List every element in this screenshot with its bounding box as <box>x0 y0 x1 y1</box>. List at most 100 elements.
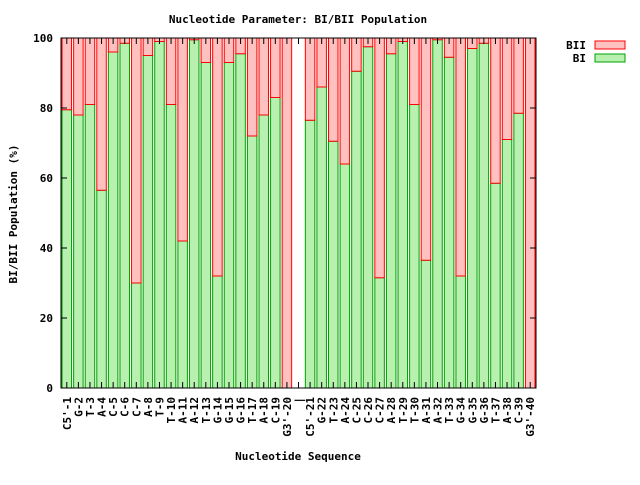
x-tick-label: A-28 <box>385 397 398 424</box>
bar-bii-A-18 <box>258 37 269 116</box>
x-axis-label: Nucleotide Sequence <box>235 450 361 463</box>
bar-bi-G-22 <box>316 86 327 389</box>
bar-bii-G-22 <box>316 37 327 88</box>
x-tick-label: C-26 <box>362 397 375 424</box>
x-tick-group: C5'-1G-2T-3A-4C-5C-6C-7A-8T-9T-10A-11A-1… <box>61 38 537 437</box>
bar-bii-G-14 <box>212 37 223 277</box>
bar-bii-C-39 <box>513 37 524 114</box>
bar-bii-C5'-1 <box>61 37 73 111</box>
bar-bi-A-32 <box>432 39 443 389</box>
x-tick-label: G-35 <box>466 397 479 424</box>
bar-bi-A-11 <box>177 240 188 389</box>
y-tick-group: 0 20 40 60 80 100 <box>33 32 536 395</box>
x-tick-label: G-22 <box>316 397 329 424</box>
bar-bi-A-28 <box>385 53 397 389</box>
bar-bi-C-26 <box>362 46 374 389</box>
bar-bii-A-31 <box>420 37 432 261</box>
bar-bi-A-18 <box>258 114 269 389</box>
y-tick-label: 40 <box>40 242 53 255</box>
x-tick-label: C-6 <box>119 397 132 417</box>
bar-bii-A-24 <box>339 37 351 165</box>
chart-title: Nucleotide Parameter: BI/BII Population <box>169 13 427 26</box>
bar-bi-T-3 <box>84 104 96 389</box>
bar-bi-A-24 <box>339 163 351 389</box>
bar-bii-G3'-40 <box>524 37 536 389</box>
x-tick-label: C5'-1 <box>61 397 74 430</box>
bar-bii-T-37 <box>490 37 501 184</box>
bar-bi-C-39 <box>513 112 524 389</box>
x-tick-label: C-27 <box>374 397 387 424</box>
x-tick-label: C-19 <box>269 397 282 424</box>
bar-bi-T-13 <box>200 62 212 389</box>
bar-bii-T-10 <box>165 37 177 105</box>
y-tick-label: 100 <box>33 32 53 45</box>
x-tick-label: A-31 <box>420 397 433 424</box>
bar-bi-T-23 <box>328 140 339 389</box>
bar-bii-C5'-21 <box>304 37 316 121</box>
x-tick-label: G-34 <box>455 397 468 424</box>
y-axis-label: BI/BII Population (%) <box>7 144 20 283</box>
y-tick-label: 0 <box>46 382 53 395</box>
bar-bii-C-7 <box>131 37 142 284</box>
legend-swatch-bii <box>594 40 626 50</box>
x-tick-label: C-7 <box>130 397 143 417</box>
x-tick-label: C5'-21 <box>304 397 317 437</box>
bar-bi-T-10 <box>165 104 177 389</box>
x-tick-label: | <box>293 397 306 404</box>
x-tick-label: T-9 <box>153 397 166 417</box>
y-tick-label: 80 <box>40 102 53 115</box>
x-tick-label: G3'-20 <box>281 397 294 437</box>
x-tick-label: A-24 <box>339 397 352 424</box>
bar-bii-T-30 <box>409 37 420 105</box>
x-tick-label: A-4 <box>96 397 109 417</box>
x-tick-label: A-12 <box>188 397 201 424</box>
bar-bi-G-36 <box>478 42 490 389</box>
bar-bi-G-2 <box>73 114 84 389</box>
x-tick-label: G-15 <box>223 397 236 424</box>
bar-bi-A-12 <box>188 39 200 389</box>
legend-swatch-bi <box>594 53 626 63</box>
x-tick-label: T-3 <box>84 397 97 417</box>
bar-bii-G-2 <box>73 37 84 116</box>
x-tick-label: T-33 <box>443 397 456 424</box>
legend-label-bi: BI <box>573 52 586 65</box>
bar-bi-T-9 <box>154 41 165 389</box>
bar-bi-G-34 <box>455 275 466 389</box>
x-tick-label: G-2 <box>72 397 85 417</box>
bar-group <box>61 37 536 389</box>
bar-bi-C-19 <box>270 97 281 389</box>
x-tick-label: A-8 <box>142 397 155 417</box>
bar-bi-G-16 <box>235 53 246 389</box>
x-tick-label: C-5 <box>107 397 120 417</box>
bar-bi-T-29 <box>397 41 409 389</box>
x-tick-label: T-17 <box>246 397 259 424</box>
bar-bi-T-17 <box>246 135 258 389</box>
bar-bi-G-15 <box>223 62 235 389</box>
bar-bi-A-31 <box>420 259 432 389</box>
bar-bii-G-34 <box>455 37 466 277</box>
y-tick-label: 20 <box>40 312 53 325</box>
bar-bi-C5'-21 <box>304 119 316 389</box>
bar-bii-A-38 <box>501 37 513 140</box>
x-tick-label: A-32 <box>432 397 445 424</box>
bar-bii-T-3 <box>84 37 96 105</box>
bar-bi-T-33 <box>443 56 455 389</box>
bar-bii-C-27 <box>374 37 385 279</box>
bar-bi-T-37 <box>490 182 501 389</box>
bar-bii-T-23 <box>328 37 339 142</box>
bar-bi-C-6 <box>119 42 130 389</box>
x-tick-label: T-10 <box>165 397 178 424</box>
bar-bi-A-4 <box>96 189 107 389</box>
x-tick-label: T-29 <box>397 397 410 424</box>
bar-bi-G-35 <box>467 48 478 389</box>
bar-bi-A-38 <box>501 139 513 389</box>
bar-bii-G3'-20 <box>281 37 293 389</box>
bar-bi-C-5 <box>107 51 119 389</box>
x-tick-label: G-16 <box>235 397 248 424</box>
x-tick-label: G3'-40 <box>524 397 537 437</box>
x-tick-label: T-23 <box>327 397 340 424</box>
bar-bii-T-17 <box>246 37 258 137</box>
x-tick-label: C-39 <box>513 397 526 424</box>
